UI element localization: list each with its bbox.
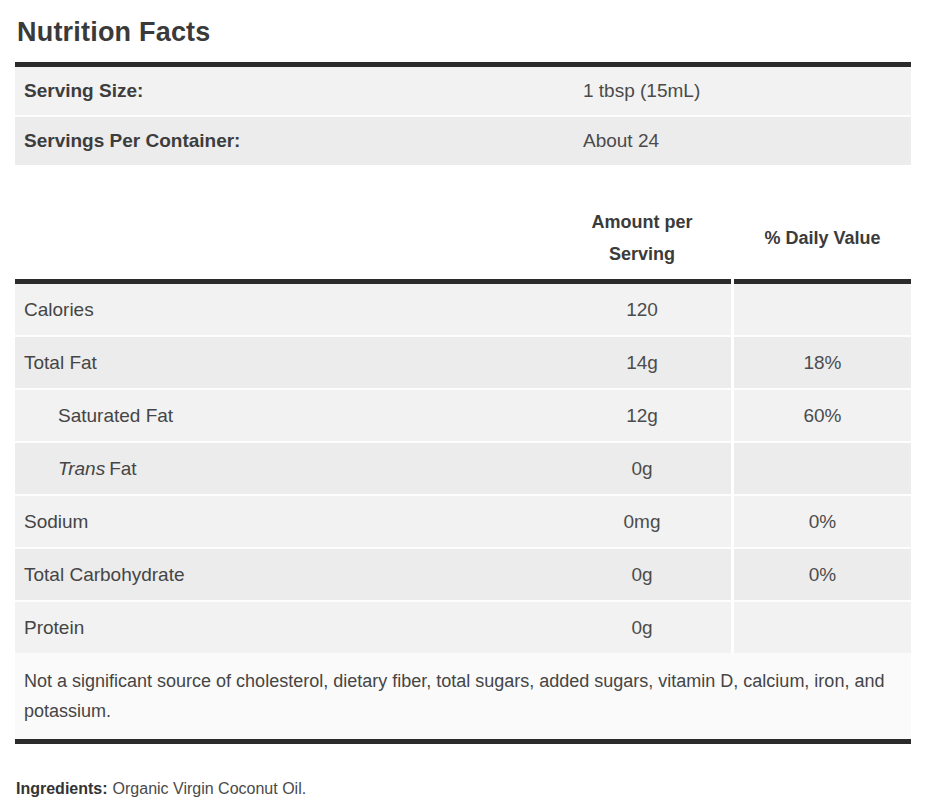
- nutrient-label: Calories: [15, 284, 553, 335]
- nutrient-label: Total Carbohydrate: [15, 547, 553, 600]
- amount-per-serving-header-label: Amount per Serving: [582, 206, 702, 270]
- serving-row-label: Servings Per Container:: [15, 117, 583, 165]
- nutrient-label: Sodium: [15, 494, 553, 547]
- nutrient-label: Saturated Fat: [15, 388, 553, 441]
- daily-value-header: % Daily Value: [734, 222, 911, 254]
- nutrient-amount: 0g: [553, 547, 731, 600]
- nutrient-amount: 0mg: [553, 494, 731, 547]
- nutrient-daily-value: [734, 441, 911, 494]
- nutrition-facts-panel: Nutrition Facts Serving Size:1 tbsp (15m…: [15, 14, 911, 798]
- nutrient-label: Total Fat: [15, 335, 553, 388]
- nutrient-daily-value: 60%: [734, 388, 911, 441]
- nutrient-daily-value: [734, 600, 911, 653]
- nutrient-daily-value: [734, 284, 911, 335]
- nutrient-amount: 12g: [553, 388, 731, 441]
- serving-row: Serving Size:1 tbsp (15mL): [15, 67, 911, 115]
- nutrient-amount: 0g: [553, 441, 731, 494]
- nutrient-table-body: Calories120Total Fat14g18% Saturated Fat1…: [15, 279, 911, 653]
- nutrient-daily-value: 0%: [734, 494, 911, 547]
- footnote-divider: [15, 739, 911, 744]
- serving-row-value: 1 tbsp (15mL): [583, 67, 911, 115]
- amount-per-serving-header: Amount per Serving: [553, 206, 731, 270]
- nutrient-label: Protein: [15, 600, 553, 653]
- nutrient-table-header: Amount per Serving % Daily Value: [15, 197, 911, 279]
- ingredients-line: Ingredients: Organic Virgin Coconut Oil.: [16, 780, 911, 798]
- serving-row: Servings Per Container:About 24: [15, 115, 911, 165]
- serving-row-label: Serving Size:: [15, 67, 583, 115]
- nutrient-amount: 120: [553, 284, 731, 335]
- serving-row-value: About 24: [583, 117, 911, 165]
- nutrient-amount: 0g: [553, 600, 731, 653]
- nutrient-daily-value: 18%: [734, 335, 911, 388]
- page-title: Nutrition Facts: [17, 14, 911, 50]
- daily-value-header-label: % Daily Value: [764, 228, 880, 248]
- serving-info-table: Serving Size:1 tbsp (15mL)Servings Per C…: [15, 67, 911, 165]
- ingredients-value: Organic Virgin Coconut Oil.: [113, 780, 307, 797]
- nutrient-label: TransFat: [15, 441, 553, 494]
- nutrient-daily-value: 0%: [734, 547, 911, 600]
- nutrient-amount: 14g: [553, 335, 731, 388]
- ingredients-label: Ingredients:: [16, 780, 108, 797]
- footnote: Not a significant source of cholesterol,…: [15, 653, 911, 739]
